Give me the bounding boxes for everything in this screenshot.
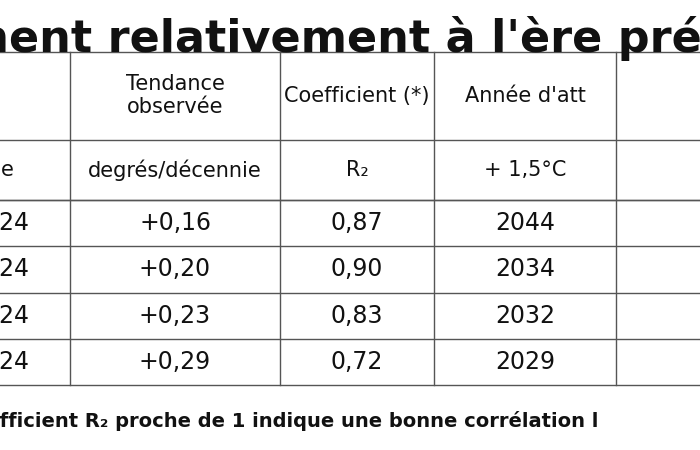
Text: Année d'att: Année d'att	[465, 86, 585, 106]
Text: 2029: 2029	[495, 350, 555, 374]
Text: + 1,5°C: + 1,5°C	[484, 160, 566, 180]
Text: R₂: R₂	[346, 160, 368, 180]
Text: degrés/décennie: degrés/décennie	[88, 159, 262, 180]
Text: 0,83: 0,83	[330, 304, 384, 328]
Text: 024: 024	[0, 350, 29, 374]
Text: 024: 024	[0, 212, 29, 235]
Text: +0,23: +0,23	[139, 304, 211, 328]
Text: +0,29: +0,29	[139, 350, 211, 374]
Text: uffement relativement à l'ère préindus: uffement relativement à l'ère préindus	[0, 16, 700, 61]
Text: 024: 024	[0, 304, 29, 328]
Text: 0,72: 0,72	[331, 350, 383, 374]
Text: 0,90: 0,90	[331, 257, 383, 281]
Text: Coefficient (*): Coefficient (*)	[284, 86, 430, 106]
Text: 2044: 2044	[495, 212, 555, 235]
Text: 2032: 2032	[495, 304, 555, 328]
Text: e: e	[1, 160, 13, 180]
Text: 024: 024	[0, 257, 29, 281]
Text: 0,87: 0,87	[330, 212, 384, 235]
Text: ifficient R₂ proche de 1 indique une bonne corrélation l: ifficient R₂ proche de 1 indique une bon…	[0, 411, 598, 431]
Text: 2034: 2034	[495, 257, 555, 281]
Text: +0,20: +0,20	[139, 257, 211, 281]
Text: +0,16: +0,16	[139, 212, 211, 235]
Text: Tendance
observée: Tendance observée	[125, 74, 225, 117]
